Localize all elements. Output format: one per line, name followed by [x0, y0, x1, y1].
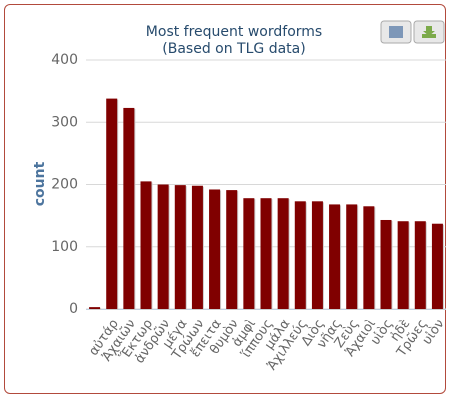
y-tick-label: 200	[51, 177, 78, 193]
y-tick-label: 400	[51, 52, 78, 68]
bar	[157, 184, 169, 309]
bar	[209, 189, 221, 309]
bar	[294, 201, 306, 309]
bar	[226, 190, 238, 309]
bar	[140, 181, 152, 309]
bar	[123, 107, 135, 310]
bar	[380, 219, 392, 309]
y-tick-label: 100	[51, 239, 78, 255]
print-button[interactable]	[380, 20, 412, 44]
bar	[106, 98, 118, 309]
bar	[311, 201, 323, 309]
bar	[243, 198, 255, 309]
chart-subtitle: (Based on TLG data)	[162, 41, 305, 57]
bar-shadow	[90, 308, 102, 310]
bar	[260, 198, 272, 309]
bar	[346, 204, 358, 309]
y-tick-label: 300	[51, 114, 78, 130]
y-tick-label: 0	[69, 301, 78, 317]
export-button[interactable]	[413, 20, 445, 44]
download-icon	[422, 26, 436, 38]
print-icon	[389, 26, 403, 38]
bar	[191, 185, 203, 309]
bar	[431, 223, 443, 309]
bar	[277, 198, 289, 309]
bar	[397, 221, 409, 309]
bar	[363, 206, 375, 309]
y-axis-title: count	[32, 161, 48, 206]
bar	[414, 221, 426, 309]
bar	[174, 185, 186, 309]
bar	[89, 307, 101, 309]
chart-frame	[4, 4, 446, 394]
chart-title: Most frequent wordforms	[146, 24, 322, 40]
bar	[329, 204, 341, 309]
